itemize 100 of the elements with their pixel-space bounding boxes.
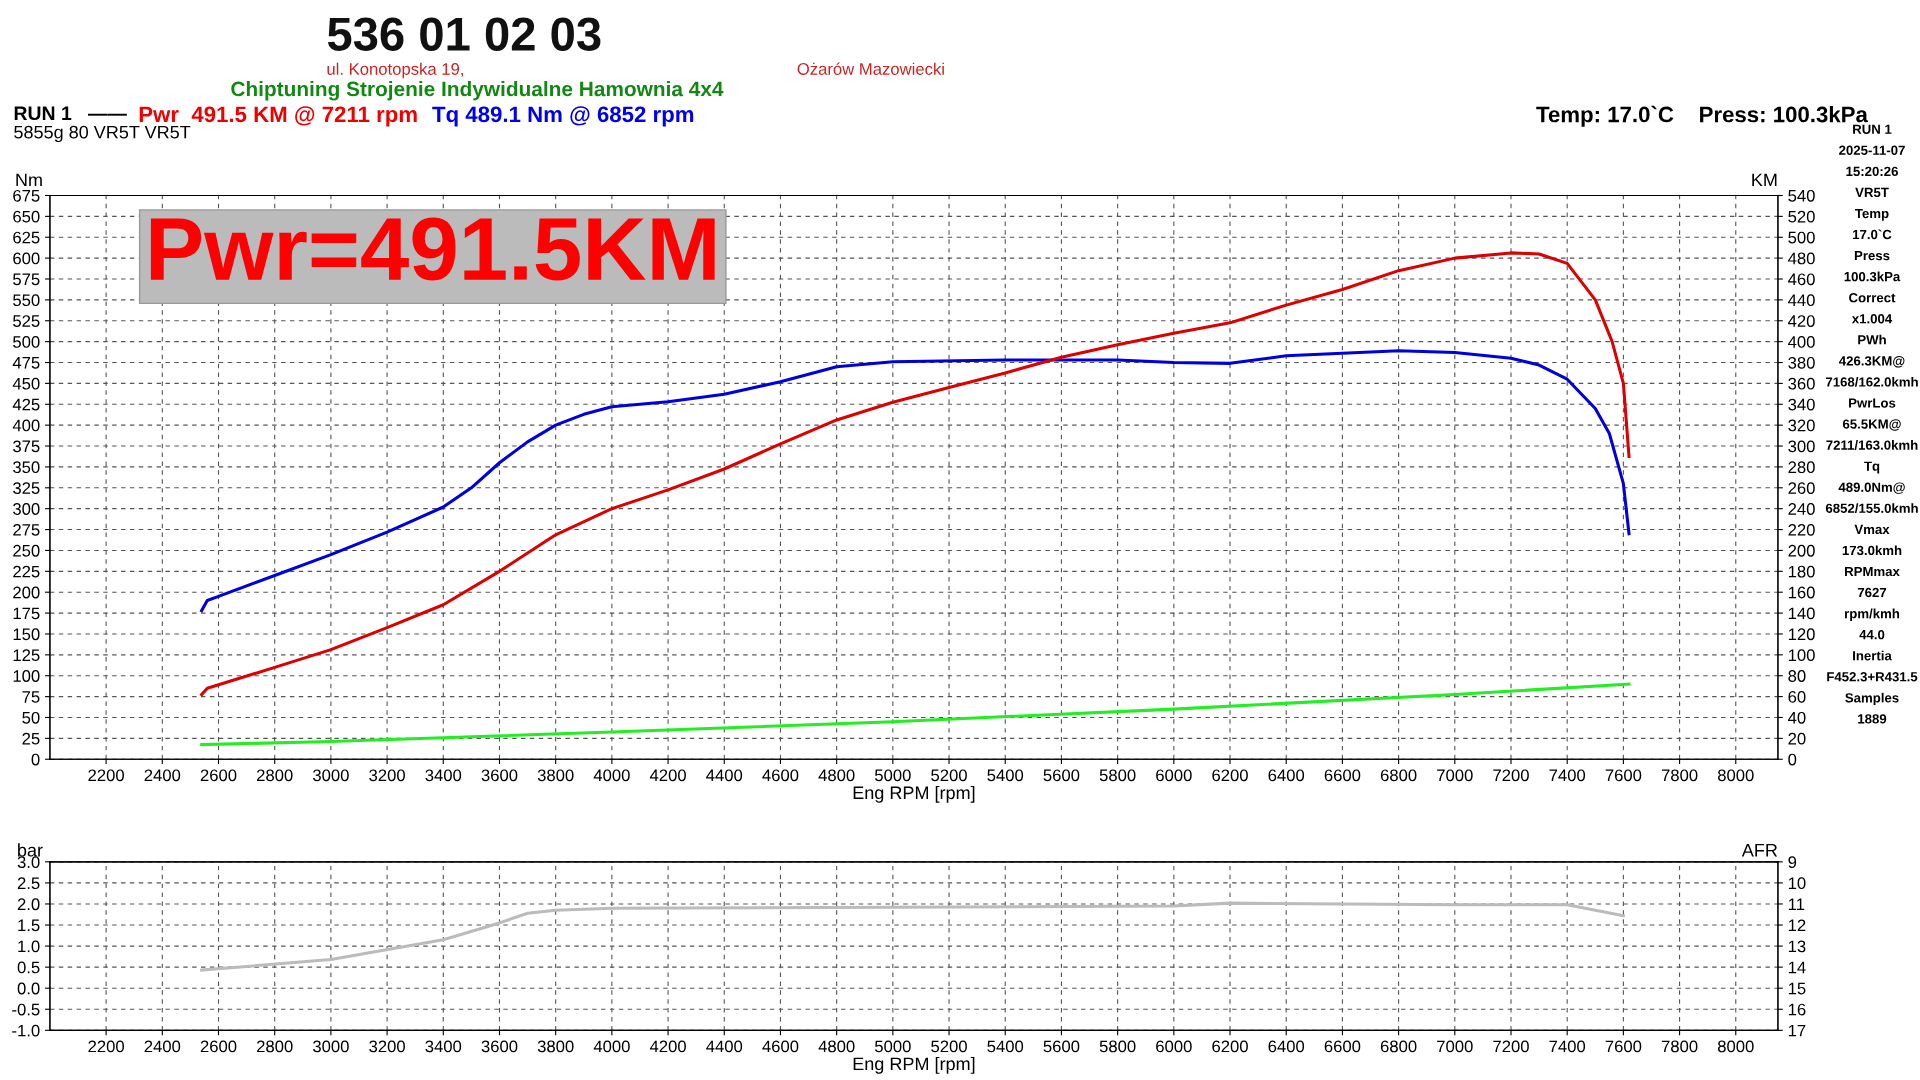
x-tick-label: 4600 [762, 769, 799, 782]
x-tick-label: 6600 [1324, 1040, 1361, 1053]
y-tick-label: 225 [13, 565, 40, 578]
text: Temp [1855, 208, 1889, 221]
y2-tick-label: 240 [1788, 503, 1815, 515]
y-tick-label: 475 [12, 357, 40, 369]
x-tick-label: 4400 [706, 769, 743, 782]
x-tick-label: 2200 [88, 769, 124, 782]
y2-tick-label: 360 [1788, 377, 1815, 390]
x-tick-label: 3600 [481, 1040, 518, 1053]
y2-tick-label: 380 [1788, 356, 1815, 369]
y2-tick-label: 300 [1788, 440, 1815, 453]
x-tick-label: 4000 [593, 1040, 630, 1053]
y-tick-label: 500 [13, 336, 40, 348]
y-tick-label: 550 [13, 294, 40, 307]
y2-tick-label: 500 [1788, 231, 1815, 244]
x-tick-label: 3000 [312, 1040, 349, 1053]
y-tick-label: 450 [12, 377, 40, 390]
x-tick-label: 6200 [1212, 769, 1248, 782]
text: 44.0 [1859, 629, 1885, 640]
text: x1.004 [1851, 314, 1893, 324]
x-tick-label: 7000 [1437, 1040, 1473, 1053]
y2-tick-label: 220 [1788, 523, 1815, 536]
y-tick-label: 425 [12, 398, 40, 411]
x-tick-label: 3800 [537, 1040, 574, 1053]
x-tick-label: 7200 [1493, 769, 1529, 782]
text: Chiptuning Strojenie Indywidualne Hamownia 4x4 [231, 81, 724, 101]
y2-tick-label: 480 [1788, 252, 1815, 265]
y2-tick-label: 16 [1788, 1003, 1806, 1016]
y2-tick-label: 460 [1788, 273, 1815, 286]
text: 2025-11-07 [1839, 145, 1905, 155]
x-tick-label: 3400 [425, 1040, 462, 1053]
text: 7168/162.0kmh [1825, 376, 1918, 387]
x-tick-label: 5200 [931, 769, 967, 782]
x-tick-label: 4600 [762, 1040, 799, 1053]
text: 7211/163.0kmh [1826, 440, 1918, 450]
y2-tick-label: 9 [1788, 856, 1797, 869]
y2-tick-label: 100 [1788, 649, 1815, 662]
x-tick-label: 5600 [1043, 1040, 1080, 1053]
y2-tick-label: 320 [1788, 419, 1815, 432]
text: Tq [1864, 461, 1880, 474]
y2-tick-label: 200 [1788, 544, 1815, 557]
x-tick-label: 7400 [1549, 1040, 1586, 1053]
x-tick-label: 7200 [1493, 1040, 1529, 1053]
text: F452.3+R431.5 [1827, 672, 1918, 682]
y2-tick-label: 14 [1788, 961, 1806, 974]
y-tick-label: 2.5 [17, 877, 40, 890]
x-tick-label: 6200 [1212, 1040, 1248, 1053]
x-tick-label: 2400 [144, 1040, 181, 1053]
x-axis-title: Eng RPM [rpm] [853, 1056, 975, 1074]
x-tick-label: 7600 [1605, 769, 1642, 782]
y2-tick-label: 80 [1788, 670, 1806, 682]
x-tick-label: 7400 [1549, 769, 1586, 782]
line-series [200, 349, 1631, 613]
x-tick-label: 8000 [1717, 769, 1754, 782]
x-tick-label: 4800 [818, 1040, 855, 1053]
x-tick-label: 3000 [312, 769, 349, 782]
y-tick-label: 300 [13, 503, 40, 515]
x-tick-label: 6400 [1268, 769, 1305, 782]
x-tick-label: 3200 [369, 1040, 405, 1053]
y-tick-label: 250 [13, 544, 40, 557]
y-tick-label: 675 [13, 189, 40, 202]
y-tick-label: 0.0 [17, 982, 40, 995]
y2-tick-label: 520 [1788, 210, 1815, 223]
y2-tick-label: 540 [1788, 189, 1815, 202]
y-tick-label: 50 [22, 711, 40, 724]
text: 65.5KM@ [1842, 419, 1901, 431]
x-tick-label: 7800 [1661, 1040, 1698, 1053]
y-tick-label: -1.0 [12, 1024, 40, 1037]
y2-tick-label: 120 [1788, 628, 1815, 641]
annotation: Pwr=491.5KM [150, 217, 715, 281]
y2-tick-label: 440 [1788, 294, 1815, 307]
x-tick-label: 4000 [593, 769, 630, 782]
text: Ożarów Mazowiecki [797, 62, 944, 75]
y-tick-label: 175 [13, 607, 40, 620]
text: Press [1854, 251, 1890, 261]
y-tick-label: 0 [31, 753, 40, 766]
y-tick-label: 350 [13, 461, 40, 474]
y2-tick-label: 140 [1788, 607, 1815, 620]
x-tick-label: 3600 [481, 769, 518, 782]
text: 15:20:26 [1846, 166, 1898, 177]
y-tick-label: 100 [13, 670, 40, 682]
text: 17.0`C [1853, 229, 1892, 240]
x-tick-label: 8000 [1717, 1040, 1754, 1053]
y2-tick-label: 180 [1788, 565, 1815, 578]
text: PWh [1858, 334, 1886, 345]
y2-tick-label: 340 [1788, 398, 1815, 411]
y-tick-label: -0.5 [12, 1003, 40, 1016]
y-tick-label: 2.0 [17, 898, 40, 911]
y-axis-title: Nm [16, 173, 42, 187]
x-tick-label: 2800 [257, 1040, 293, 1053]
x-tick-label: 6400 [1268, 1040, 1305, 1053]
y-tick-label: 600 [13, 252, 40, 265]
x-tick-label: 6000 [1156, 769, 1192, 782]
y2-tick-label: 17 [1788, 1024, 1806, 1037]
x-tick-label: 6800 [1380, 1040, 1417, 1053]
y-tick-label: 400 [12, 419, 40, 432]
x-tick-label: 5600 [1043, 769, 1080, 782]
x-tick-label: 5800 [1099, 1040, 1136, 1053]
x-tick-label: 7600 [1605, 1040, 1642, 1053]
